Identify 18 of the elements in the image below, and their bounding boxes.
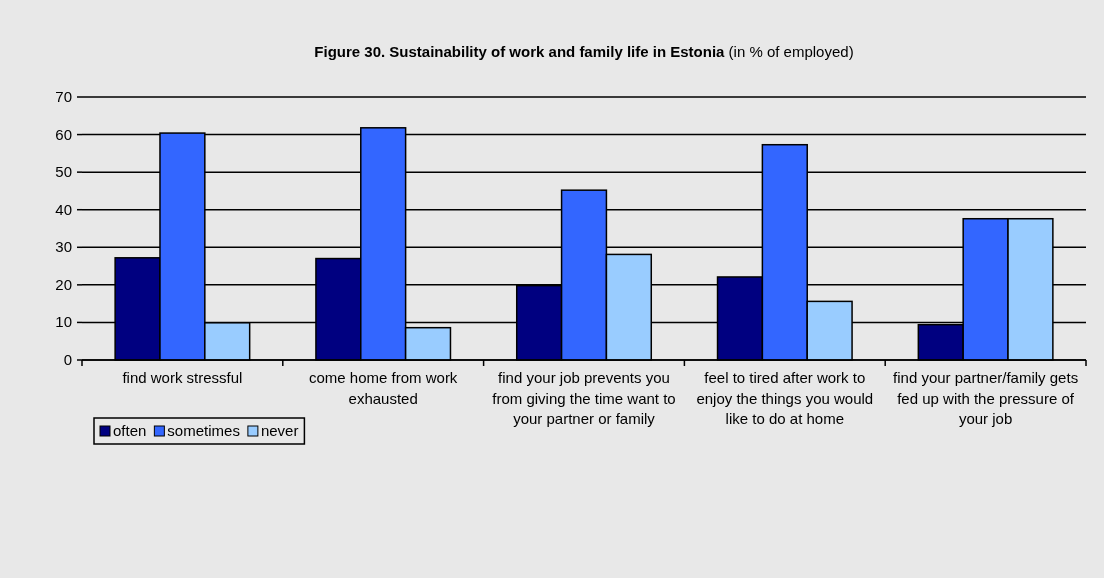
y-tick-label: 50 <box>55 163 72 181</box>
y-tick-label: 0 <box>63 351 72 368</box>
y-tick-label: 20 <box>55 275 72 293</box>
y-tick-label: 30 <box>55 238 72 256</box>
y-tick-label: 60 <box>55 125 72 143</box>
legend-label: never <box>260 422 299 439</box>
y-tick-label: 40 <box>55 200 72 218</box>
legend-label: often <box>113 422 147 439</box>
x-tick-label: come home from work exhausted <box>309 369 458 407</box>
chart-subtitle: (in % of employed) <box>724 43 854 60</box>
x-tick-label: feel to tired after work to enjoy the things you would like to do at home <box>696 369 874 427</box>
legend-label: sometimes <box>167 422 240 439</box>
x-tick-label: find your job prevents you from giving the time want to your partner or family <box>492 369 676 427</box>
y-tick-label: 10 <box>55 313 72 331</box>
x-tick-label: find work stressful <box>122 369 243 386</box>
x-tick-label: find your partner/family gets fed up with the pressure of your job <box>893 369 1079 427</box>
chart-title: Figure 30. Sustainability of work and family life in Estonia <box>314 43 726 60</box>
y-tick-label: 70 <box>55 88 72 105</box>
